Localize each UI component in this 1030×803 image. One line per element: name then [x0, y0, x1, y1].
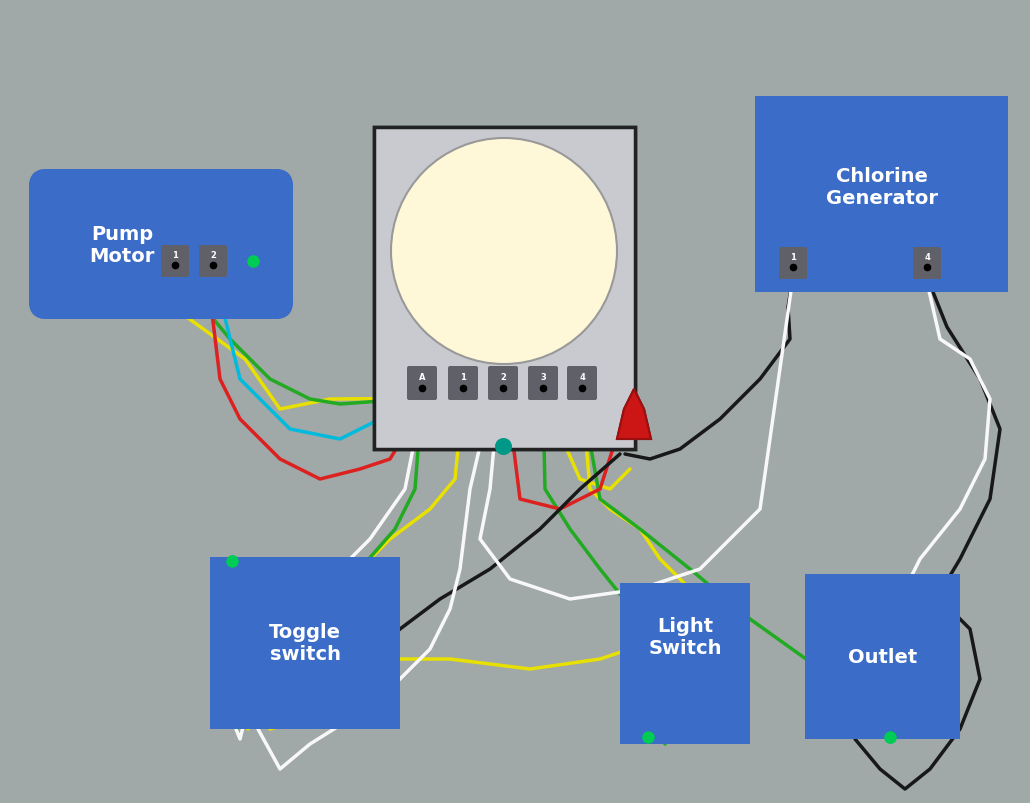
- FancyBboxPatch shape: [374, 128, 636, 450]
- FancyBboxPatch shape: [374, 128, 636, 450]
- Text: 4: 4: [579, 373, 585, 381]
- FancyBboxPatch shape: [407, 366, 437, 401]
- FancyBboxPatch shape: [210, 557, 400, 729]
- Text: Outlet: Outlet: [848, 647, 917, 666]
- FancyBboxPatch shape: [620, 583, 750, 744]
- Circle shape: [391, 139, 617, 365]
- Text: 1: 1: [172, 251, 178, 260]
- FancyBboxPatch shape: [210, 557, 400, 729]
- FancyBboxPatch shape: [488, 366, 518, 401]
- Text: 2: 2: [500, 373, 506, 381]
- FancyBboxPatch shape: [755, 97, 1008, 292]
- Text: 4: 4: [924, 253, 930, 262]
- Circle shape: [391, 139, 617, 365]
- FancyBboxPatch shape: [199, 246, 227, 278]
- FancyBboxPatch shape: [199, 246, 227, 278]
- Text: Light
Switch: Light Switch: [648, 617, 722, 658]
- Polygon shape: [617, 389, 651, 439]
- FancyBboxPatch shape: [407, 366, 437, 401]
- FancyBboxPatch shape: [161, 246, 188, 278]
- FancyBboxPatch shape: [913, 247, 941, 279]
- FancyBboxPatch shape: [755, 97, 1008, 292]
- FancyBboxPatch shape: [448, 366, 478, 401]
- Text: A: A: [419, 373, 425, 381]
- FancyBboxPatch shape: [566, 366, 597, 401]
- Text: 1: 1: [460, 373, 466, 381]
- Text: 2: 2: [210, 251, 216, 260]
- Text: Toggle
switch: Toggle switch: [269, 622, 341, 663]
- FancyBboxPatch shape: [913, 247, 941, 279]
- Text: Pump
Motor: Pump Motor: [90, 224, 156, 265]
- FancyBboxPatch shape: [566, 366, 597, 401]
- FancyBboxPatch shape: [779, 247, 806, 279]
- FancyBboxPatch shape: [528, 366, 558, 401]
- Text: 4: 4: [579, 373, 585, 381]
- Text: Toggle
switch: Toggle switch: [269, 622, 341, 663]
- Text: Chlorine
Generator: Chlorine Generator: [825, 166, 937, 207]
- Text: 1: 1: [790, 253, 796, 262]
- Text: Pump
Motor: Pump Motor: [90, 224, 156, 265]
- Text: Chlorine
Generator: Chlorine Generator: [825, 166, 937, 207]
- FancyBboxPatch shape: [805, 574, 960, 739]
- Text: 2: 2: [500, 373, 506, 381]
- Text: 2: 2: [210, 251, 216, 260]
- Text: Outlet: Outlet: [848, 647, 917, 666]
- FancyBboxPatch shape: [805, 574, 960, 739]
- Text: 1: 1: [172, 251, 178, 260]
- FancyBboxPatch shape: [620, 583, 750, 744]
- Text: 1: 1: [460, 373, 466, 381]
- FancyBboxPatch shape: [29, 169, 293, 320]
- Text: 3: 3: [540, 373, 546, 381]
- FancyBboxPatch shape: [488, 366, 518, 401]
- FancyBboxPatch shape: [528, 366, 558, 401]
- Text: 1: 1: [790, 253, 796, 262]
- Polygon shape: [617, 389, 651, 439]
- FancyBboxPatch shape: [448, 366, 478, 401]
- Text: A: A: [419, 373, 425, 381]
- Text: 4: 4: [924, 253, 930, 262]
- Text: Light
Switch: Light Switch: [648, 617, 722, 658]
- FancyBboxPatch shape: [779, 247, 806, 279]
- Text: 3: 3: [540, 373, 546, 381]
- FancyBboxPatch shape: [29, 169, 293, 320]
- FancyBboxPatch shape: [161, 246, 188, 278]
